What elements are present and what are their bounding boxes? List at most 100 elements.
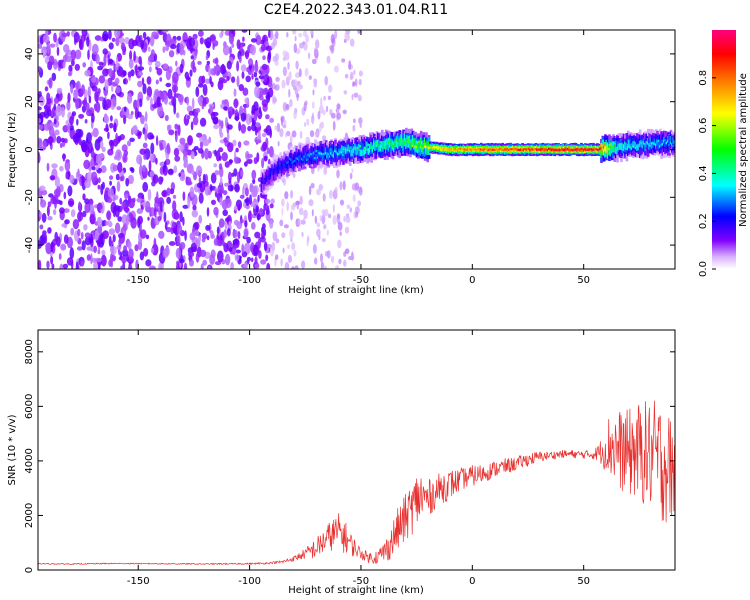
heatmap-cell <box>311 58 317 65</box>
heatmap-cell <box>145 234 150 240</box>
heatmap-cell <box>87 86 91 98</box>
heatmap-cell <box>268 167 272 179</box>
heatmap-cell <box>97 65 103 71</box>
heatmap-cell <box>217 184 224 195</box>
heatmap-cell <box>277 140 280 147</box>
heatmap-cell <box>102 48 108 55</box>
heatmap-cell <box>255 122 261 128</box>
heatmap-cell <box>423 145 427 148</box>
heatmap-cell <box>236 39 241 50</box>
heatmap-cell <box>177 124 181 136</box>
heatmap-cell <box>354 147 357 150</box>
heatmap-cell <box>324 75 329 86</box>
heatmap-cell <box>287 254 292 264</box>
heatmap-cell <box>213 65 216 76</box>
heatmap-cell <box>310 182 315 189</box>
heatmap-cell <box>110 245 117 256</box>
heatmap-cell <box>641 140 645 148</box>
heatmap-cell <box>218 119 222 127</box>
heatmap-cell <box>269 117 274 123</box>
heatmap-cell <box>224 182 229 187</box>
heatmap-cell <box>86 132 92 144</box>
colorbar-tick-label: 0.2 <box>698 213 709 229</box>
heatmap-cell <box>274 125 278 131</box>
heatmap-cell <box>69 174 75 184</box>
heatmap-cell <box>190 121 194 131</box>
heatmap-cell <box>298 33 303 38</box>
heatmap-cell <box>168 50 175 58</box>
heatmap-cell <box>167 88 173 100</box>
x-tick-label: -150 <box>127 576 150 587</box>
heatmap-cell <box>366 148 369 151</box>
x-tick-label: 0 <box>469 275 475 286</box>
y-tick-label: 2000 <box>24 503 35 528</box>
heatmap-cell <box>188 110 194 116</box>
heatmap-cell <box>418 140 421 143</box>
heatmap-cell <box>96 216 102 228</box>
heatmap-cell <box>354 78 358 87</box>
heatmap-cell <box>97 265 101 269</box>
heatmap-cell <box>316 228 321 237</box>
heatmap-cell <box>158 207 161 216</box>
heatmap-cell <box>348 60 352 70</box>
heatmap-cell <box>403 141 407 144</box>
colorbar-gradient <box>712 30 736 269</box>
heatmap-cell <box>60 243 67 251</box>
heatmap-cell <box>124 193 129 200</box>
heatmap-cell <box>340 199 344 206</box>
heatmap-cell <box>189 69 193 77</box>
heatmap-cell <box>276 122 281 133</box>
heatmap-cell <box>629 146 633 149</box>
heatmap-cell <box>114 207 120 218</box>
heatmap-cell <box>214 57 219 65</box>
heatmap-cell <box>303 102 307 112</box>
heatmap-cell <box>657 142 661 150</box>
heatmap-cell <box>155 135 159 146</box>
heatmap-cell <box>98 75 106 84</box>
heatmap-cell <box>371 146 375 149</box>
heatmap-cell <box>213 124 220 130</box>
heatmap-cell <box>97 184 101 190</box>
heatmap-cell <box>336 112 342 120</box>
heatmap-cell <box>38 66 42 73</box>
heatmap-cell <box>136 98 140 110</box>
heatmap-cell <box>281 79 286 89</box>
heatmap-cell <box>485 147 488 151</box>
heatmap-cell <box>279 128 284 138</box>
heatmap-cell <box>213 238 219 246</box>
heatmap-cell <box>86 109 93 117</box>
heatmap-cell <box>296 153 300 161</box>
heatmap-cell <box>330 112 336 119</box>
heatmap-cell <box>602 148 606 156</box>
snr-panel: -150 -100 -50 0 50 0 2000 4000 6000 8000 Height o… <box>7 329 676 596</box>
heatmap-cell <box>127 113 133 120</box>
heatmap-cell <box>47 216 53 221</box>
heatmap-cell <box>226 60 232 70</box>
snr-ylabel: SNR (10 * v/v) <box>7 414 18 485</box>
colorbar-ticks: 0.0 0.2 0.4 0.6 0.8 <box>698 70 716 277</box>
heatmap-cell <box>177 94 184 103</box>
heatmap-cell <box>154 60 161 68</box>
heatmap-cell <box>673 141 675 144</box>
heatmap-cell <box>231 76 236 83</box>
heatmap-cell <box>350 149 353 157</box>
heatmap-cell <box>143 247 149 257</box>
heatmap-cell <box>145 200 151 213</box>
heatmap-cell <box>133 99 138 110</box>
heatmap-cell <box>235 249 241 254</box>
heatmap-cell <box>46 205 50 217</box>
heatmap-cell <box>165 33 172 46</box>
heatmap-cell <box>165 69 171 81</box>
heatmap-cell <box>114 77 120 85</box>
heatmap-cell <box>455 149 459 152</box>
heatmap-cell <box>668 136 671 143</box>
heatmap-cell <box>56 236 61 247</box>
heatmap-cell <box>625 147 629 151</box>
heatmap-cell <box>248 210 252 223</box>
heatmap-cell <box>246 256 251 262</box>
heatmap-cell <box>276 166 280 174</box>
heatmap-cell <box>48 193 54 198</box>
heatmap-cell <box>160 200 163 212</box>
heatmap-cell <box>439 147 443 150</box>
heatmap-cell <box>276 167 280 170</box>
